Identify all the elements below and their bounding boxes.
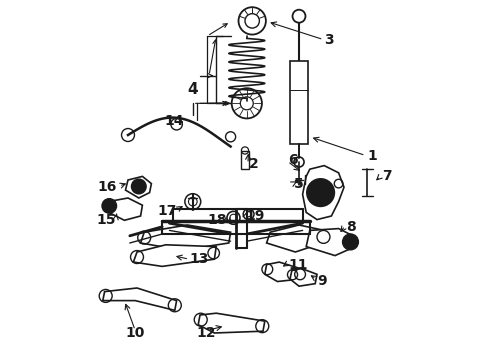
Text: 12: 12	[196, 326, 216, 340]
Polygon shape	[141, 225, 231, 250]
Text: 15: 15	[97, 213, 116, 226]
Text: 17: 17	[157, 204, 176, 217]
Circle shape	[102, 199, 117, 213]
Polygon shape	[303, 166, 344, 220]
Polygon shape	[105, 198, 143, 220]
Circle shape	[132, 179, 146, 194]
Text: 14: 14	[164, 114, 184, 127]
Text: 1: 1	[368, 149, 377, 162]
Text: 4: 4	[188, 82, 198, 98]
Polygon shape	[267, 225, 324, 252]
Text: 8: 8	[346, 220, 356, 234]
Polygon shape	[198, 313, 265, 333]
Text: 18: 18	[207, 213, 227, 226]
Text: 2: 2	[248, 157, 258, 171]
Text: 19: 19	[245, 209, 265, 223]
Text: 5: 5	[294, 177, 303, 190]
Text: 6: 6	[288, 153, 298, 167]
Text: 3: 3	[324, 33, 334, 46]
Circle shape	[307, 179, 334, 206]
Polygon shape	[125, 176, 151, 198]
Circle shape	[343, 234, 358, 250]
Text: 10: 10	[125, 326, 145, 340]
Text: 13: 13	[189, 252, 209, 266]
Polygon shape	[290, 61, 308, 144]
Polygon shape	[265, 262, 303, 282]
Polygon shape	[133, 245, 216, 266]
Polygon shape	[290, 268, 317, 286]
Text: 9: 9	[317, 274, 327, 288]
Text: 7: 7	[382, 170, 392, 183]
Polygon shape	[242, 151, 248, 169]
Text: 11: 11	[288, 258, 308, 271]
Polygon shape	[306, 229, 353, 256]
Text: 16: 16	[98, 180, 117, 194]
Polygon shape	[103, 288, 176, 310]
